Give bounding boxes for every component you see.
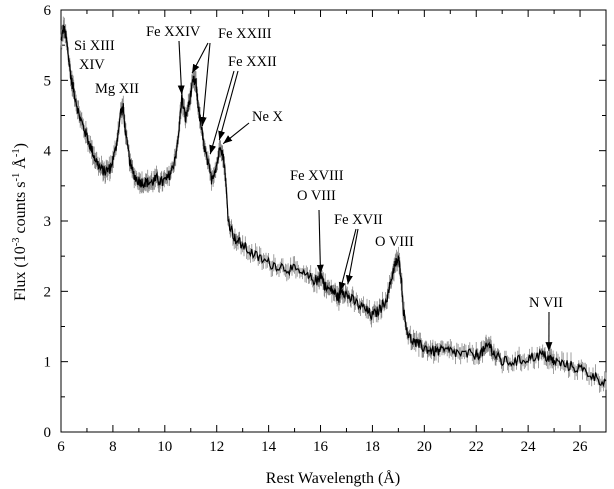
y-tick-label: 0 <box>44 425 52 441</box>
line-id-label: O VIII <box>297 188 336 204</box>
y-tick-label: 4 <box>44 144 52 160</box>
line-id-arrow <box>177 40 185 95</box>
x-tick-label: 22 <box>469 439 484 455</box>
x-tick-label: 24 <box>521 439 537 455</box>
y-tick-label: 1 <box>44 355 52 371</box>
line-id-label: Fe XVII <box>334 212 383 228</box>
line-id-arrow <box>316 209 324 274</box>
x-tick-label: 6 <box>57 439 65 455</box>
line-id-label: Mg XII <box>95 81 139 97</box>
x-axis-title: Rest Wavelength (Å) <box>266 469 400 487</box>
x-tick-label: 20 <box>417 439 432 455</box>
annotation-layer: Si XIII XIV Mg XII Fe XXIV Fe XXIII Fe XXII Ne… <box>74 24 563 352</box>
x-tick-label: 14 <box>261 439 277 455</box>
line-id-label: Ne X <box>252 109 284 125</box>
series-layer <box>60 16 607 393</box>
y-axis-title: Flux (10-3 counts s-1 Å-1) <box>11 143 29 301</box>
line-id-label: N VII <box>529 295 563 311</box>
x-tick-label: 26 <box>573 439 589 455</box>
y-tick-label: 5 <box>44 73 52 89</box>
spectrum-line <box>60 24 607 388</box>
line-id-arrow <box>191 42 209 74</box>
line-id-arrow <box>222 122 250 145</box>
x-tick-label: 12 <box>209 439 224 455</box>
x-tick-label: 16 <box>313 439 329 455</box>
y-tick-label: 2 <box>44 284 52 300</box>
line-id-arrow <box>199 42 211 127</box>
x-tick-label: 10 <box>157 439 172 455</box>
line-id-label: Si XIII <box>74 38 115 54</box>
line-id-label: Fe XXII <box>228 54 277 70</box>
line-id-label: Fe XXIII <box>218 26 272 42</box>
line-id-arrow <box>345 228 359 285</box>
x-axis: 6 8 10 12 14 16 18 20 22 24 26 <box>57 10 588 455</box>
line-id-label: Fe XVIII <box>290 168 344 184</box>
x-tick-label: 8 <box>109 439 117 455</box>
line-id-label: Fe XXIV <box>146 24 201 40</box>
y-tick-label: 6 <box>44 3 52 19</box>
line-id-arrow <box>338 228 357 292</box>
line-id-label: XIV <box>79 57 105 73</box>
y-axis: 0 1 2 3 4 5 6 <box>44 3 606 441</box>
x-tick-label: 18 <box>365 439 380 455</box>
line-id-label: O VIII <box>375 234 414 250</box>
y-tick-label: 3 <box>44 214 52 230</box>
line-id-arrow <box>209 70 235 155</box>
series-error-bars <box>60 16 607 393</box>
line-id-arrow <box>218 70 239 141</box>
